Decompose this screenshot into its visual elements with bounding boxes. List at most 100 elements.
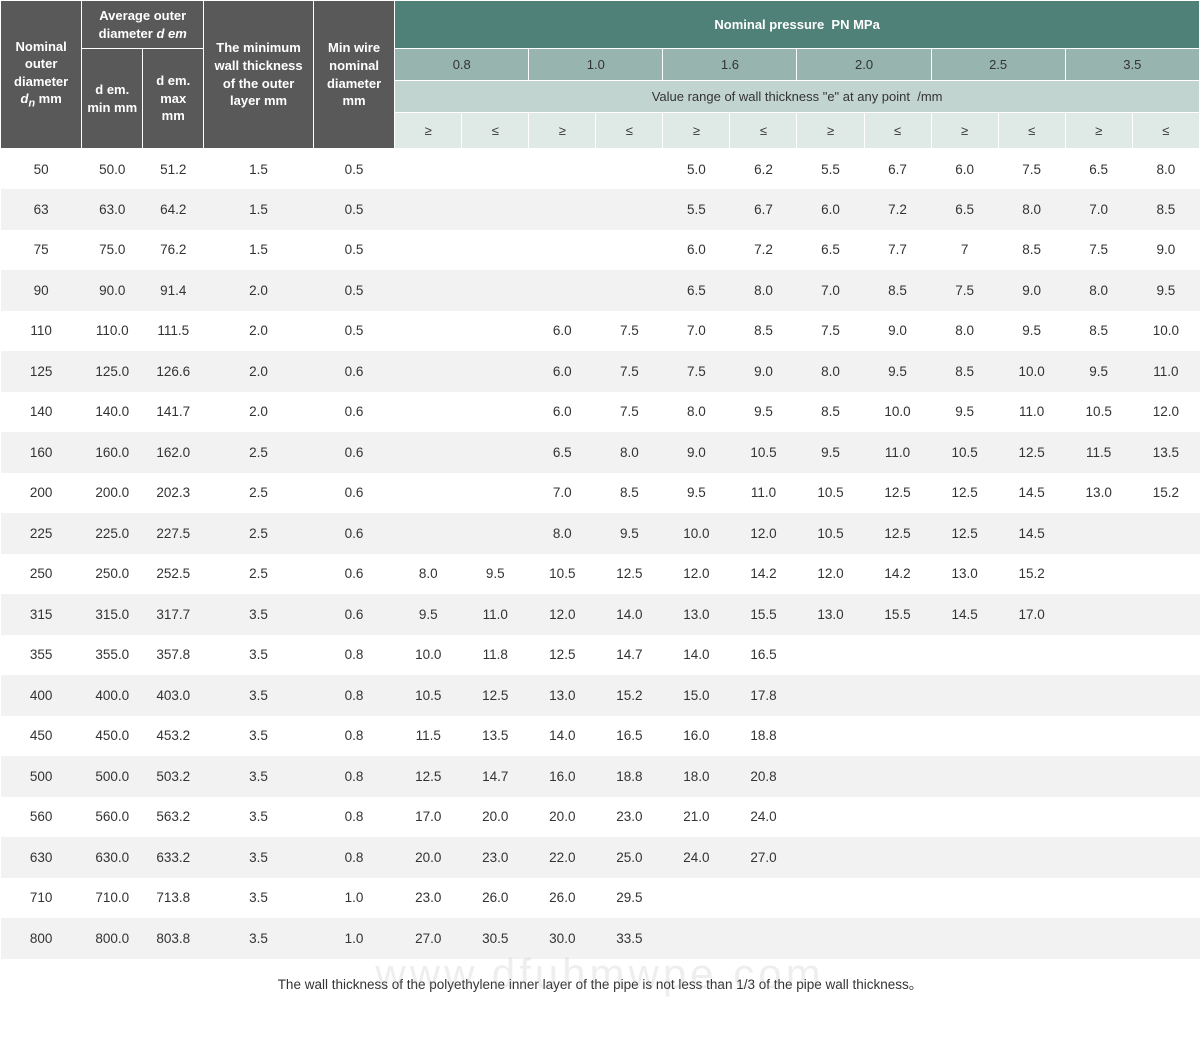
cell: [1132, 797, 1199, 838]
pipe-spec-table: Nominalouterdiameterdn mm Average outerd…: [0, 0, 1200, 959]
cell: 75: [1, 230, 82, 271]
cell: 140.0: [82, 392, 143, 433]
cell: 7.0: [797, 270, 864, 311]
cell: 10.0: [1132, 311, 1199, 352]
cell: [395, 392, 462, 433]
cell: 8.0: [395, 554, 462, 595]
cell: [1132, 594, 1199, 635]
cell: 3.5: [204, 878, 314, 919]
hdr-value-range: Value range of wall thickness "e" at any…: [395, 81, 1200, 113]
cell: 0.8: [313, 635, 394, 676]
cell: 11.5: [1065, 432, 1132, 473]
cell: 6.5: [797, 230, 864, 271]
cell: 450.0: [82, 716, 143, 757]
cell: 500: [1, 756, 82, 797]
cell: 200: [1, 473, 82, 514]
cell: 111.5: [143, 311, 204, 352]
cell: 803.8: [143, 918, 204, 959]
cell: 6.0: [931, 149, 998, 190]
cell: 0.8: [313, 756, 394, 797]
cell: 140: [1, 392, 82, 433]
cell: 12.0: [663, 554, 730, 595]
cell: 25.0: [596, 837, 663, 878]
hdr-ge: ≥: [931, 113, 998, 149]
cell: 2.0: [204, 392, 314, 433]
hdr-pressure-0: 0.8: [395, 49, 529, 81]
cell: [998, 837, 1065, 878]
cell: [395, 473, 462, 514]
cell: 9.5: [998, 311, 1065, 352]
hdr-avg-outer-diameter: Average outerdiameter d em: [82, 1, 204, 49]
cell: 50.0: [82, 149, 143, 190]
cell: 1.0: [313, 878, 394, 919]
hdr-le: ≤: [1132, 113, 1199, 149]
cell: [864, 797, 931, 838]
cell: [931, 635, 998, 676]
table-row: 125125.0126.62.00.66.07.57.59.08.09.58.5…: [1, 351, 1200, 392]
table-row: 140140.0141.72.00.66.07.58.09.58.510.09.…: [1, 392, 1200, 433]
cell: 15.2: [596, 675, 663, 716]
cell: 10.0: [395, 635, 462, 676]
cell: 10.5: [730, 432, 797, 473]
cell: 8.0: [931, 311, 998, 352]
cell: [1132, 756, 1199, 797]
cell: 2.5: [204, 513, 314, 554]
hdr-pressure-3: 2.0: [797, 49, 931, 81]
cell: [797, 716, 864, 757]
cell: 2.5: [204, 473, 314, 514]
cell: 7.0: [1065, 189, 1132, 230]
cell: 10.0: [998, 351, 1065, 392]
cell: 355.0: [82, 635, 143, 676]
cell: 18.8: [730, 716, 797, 757]
cell: 12.0: [529, 594, 596, 635]
cell: 8.0: [998, 189, 1065, 230]
cell: 8.5: [797, 392, 864, 433]
cell: [864, 675, 931, 716]
cell: 26.0: [462, 878, 529, 919]
cell: 14.0: [663, 635, 730, 676]
table-row: 9090.091.42.00.56.58.07.08.57.59.08.09.5: [1, 270, 1200, 311]
cell: 0.6: [313, 351, 394, 392]
cell: 9.0: [864, 311, 931, 352]
cell: 9.5: [395, 594, 462, 635]
cell: 6.0: [529, 311, 596, 352]
cell: 12.5: [931, 513, 998, 554]
cell: 14.2: [864, 554, 931, 595]
cell: 630: [1, 837, 82, 878]
cell: 6.7: [864, 149, 931, 190]
cell: 12.0: [1132, 392, 1199, 433]
cell: [1065, 554, 1132, 595]
cell: 252.5: [143, 554, 204, 595]
cell: [462, 432, 529, 473]
cell: 17.8: [730, 675, 797, 716]
cell: 0.6: [313, 392, 394, 433]
cell: 9.5: [1065, 351, 1132, 392]
cell: 12.0: [797, 554, 864, 595]
cell: 503.2: [143, 756, 204, 797]
cell: 560.0: [82, 797, 143, 838]
cell: 15.5: [730, 594, 797, 635]
table-row: 200200.0202.32.50.67.08.59.511.010.512.5…: [1, 473, 1200, 514]
cell: 0.6: [313, 513, 394, 554]
cell: 13.5: [1132, 432, 1199, 473]
cell: 160: [1, 432, 82, 473]
cell: 13.0: [529, 675, 596, 716]
cell: 125.0: [82, 351, 143, 392]
cell: [998, 716, 1065, 757]
cell: [395, 432, 462, 473]
cell: 7.5: [797, 311, 864, 352]
cell: 14.2: [730, 554, 797, 595]
cell: 1.0: [313, 918, 394, 959]
cell: 14.5: [931, 594, 998, 635]
cell: 20.0: [529, 797, 596, 838]
hdr-dem-min: d em.min mm: [82, 49, 143, 149]
cell: 12.5: [864, 473, 931, 514]
cell: 7.2: [730, 230, 797, 271]
cell: 0.6: [313, 432, 394, 473]
cell: 0.6: [313, 554, 394, 595]
hdr-nominal-outer-diameter: Nominalouterdiameterdn mm: [1, 1, 82, 149]
hdr-min-wall: The minimumwall thicknessof the outerlay…: [204, 1, 314, 149]
cell: 17.0: [395, 797, 462, 838]
cell: 12.5: [864, 513, 931, 554]
cell: 14.7: [462, 756, 529, 797]
